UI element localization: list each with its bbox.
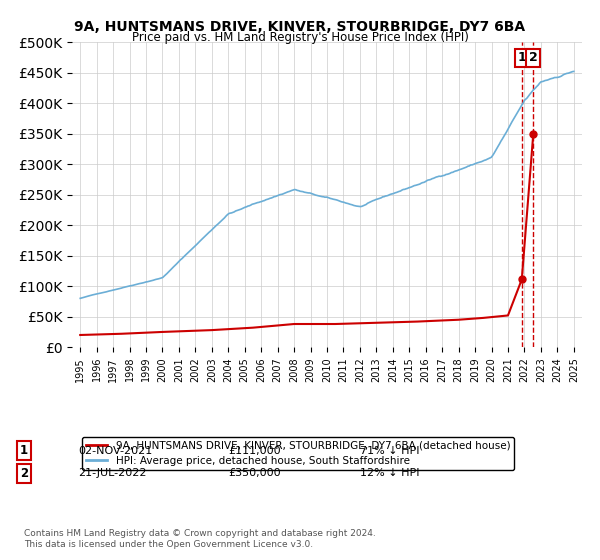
Text: £350,000: £350,000 [228,468,281,478]
Text: 2: 2 [529,51,538,64]
Text: 1: 1 [517,51,526,64]
Text: 71% ↓ HPI: 71% ↓ HPI [360,446,419,456]
Text: 1: 1 [20,444,28,458]
Text: Contains HM Land Registry data © Crown copyright and database right 2024.
This d: Contains HM Land Registry data © Crown c… [24,529,376,549]
Text: Price paid vs. HM Land Registry's House Price Index (HPI): Price paid vs. HM Land Registry's House … [131,31,469,44]
Text: £111,000: £111,000 [228,446,281,456]
Text: 9A, HUNTSMANS DRIVE, KINVER, STOURBRIDGE, DY7 6BA: 9A, HUNTSMANS DRIVE, KINVER, STOURBRIDGE… [74,20,526,34]
Legend: 9A, HUNTSMANS DRIVE, KINVER, STOURBRIDGE, DY7 6BA (detached house), HPI: Average: 9A, HUNTSMANS DRIVE, KINVER, STOURBRIDGE… [82,437,514,470]
Text: 21-JUL-2022: 21-JUL-2022 [78,468,146,478]
Text: 2: 2 [20,466,28,480]
Text: 02-NOV-2021: 02-NOV-2021 [78,446,152,456]
Text: 12% ↓ HPI: 12% ↓ HPI [360,468,419,478]
